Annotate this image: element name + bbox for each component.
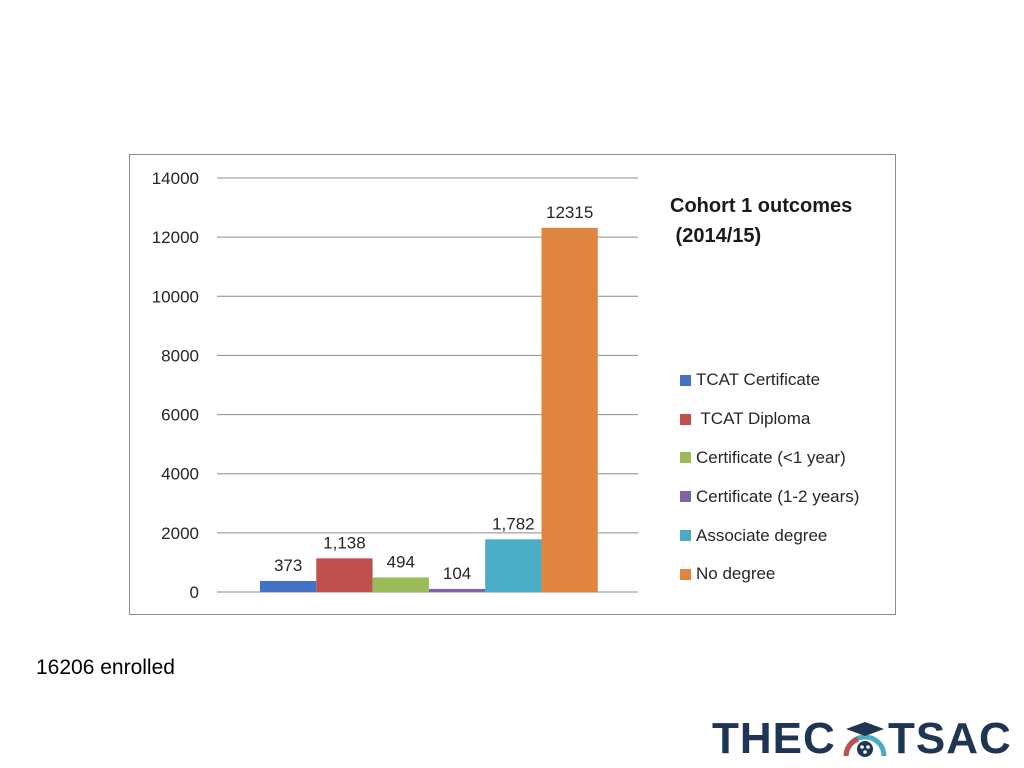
- legend-label: Associate degree: [696, 525, 828, 545]
- enrolled-footnote: 16206 enrolled: [36, 656, 175, 679]
- legend-item-no-degree: No degree: [680, 555, 859, 594]
- y-tick-label: 8000: [161, 346, 199, 365]
- legend-label: TCAT Certificate: [696, 370, 821, 390]
- thec-tsac-logo: THEC TSAC: [712, 714, 1018, 764]
- bar: [260, 580, 317, 592]
- bar-data-label: 373: [274, 556, 302, 575]
- legend-label: Certificate (<1 year): [696, 447, 846, 467]
- legend-swatch: [680, 568, 691, 580]
- legend-item-certificate-1-2-years: Certificate (1-2 years): [680, 477, 859, 516]
- y-tick-label: 10000: [152, 287, 199, 306]
- bar: [541, 227, 598, 592]
- legend-swatch: [680, 452, 691, 464]
- chart-frame: 0 2000 4000 6000 8000 10000 12000 14000 373 1,138…: [129, 154, 896, 615]
- legend-label: No degree: [696, 564, 776, 584]
- graduation-cap-icon: [843, 722, 887, 757]
- bar: [316, 558, 373, 592]
- y-tick-label: 14000: [152, 169, 199, 188]
- logo-text-tsac: TSAC: [888, 714, 1012, 763]
- bar-data-label: 1,138: [323, 533, 366, 552]
- chart-title-line-1: Cohort 1 outcomes: [670, 195, 853, 217]
- bar-data-label: 494: [387, 552, 415, 571]
- legend-swatch: [680, 491, 691, 503]
- legend-swatch: [680, 530, 691, 542]
- bar-data-label: 104: [443, 564, 471, 583]
- bar-data-label: 12315: [546, 203, 593, 222]
- bar: [485, 539, 542, 592]
- legend-item-tcat-diploma: TCAT Diploma: [680, 400, 859, 439]
- legend-item-associate-degree: Associate degree: [680, 516, 859, 555]
- legend-swatch: [680, 374, 691, 386]
- bar: [428, 588, 486, 592]
- chart-legend: TCAT Certificate TCAT Diploma Certificat…: [680, 361, 859, 594]
- legend-item-certificate-under-1-year: Certificate (<1 year): [680, 439, 859, 478]
- y-tick-label: 0: [190, 583, 199, 602]
- y-tick-label: 2000: [161, 524, 199, 543]
- y-tick-label: 6000: [161, 406, 199, 425]
- bar: [372, 577, 429, 592]
- chart-title-line-2: (2014/15): [670, 225, 762, 247]
- logo-text-thec: THEC: [712, 714, 836, 763]
- bar-data-label: 1,782: [492, 514, 535, 533]
- legend-item-tcat-certificate: TCAT Certificate: [680, 361, 859, 400]
- bar-chart: 0 2000 4000 6000 8000 10000 12000 14000 373 1,138…: [152, 169, 638, 602]
- legend-swatch: [680, 413, 691, 425]
- y-tick-label: 4000: [161, 465, 199, 484]
- legend-label: TCAT Diploma: [696, 409, 811, 429]
- chart-title: Cohort 1 outcomes (2014/15): [670, 191, 890, 251]
- legend-label: Certificate (1-2 years): [696, 486, 860, 506]
- y-tick-label: 12000: [152, 228, 199, 247]
